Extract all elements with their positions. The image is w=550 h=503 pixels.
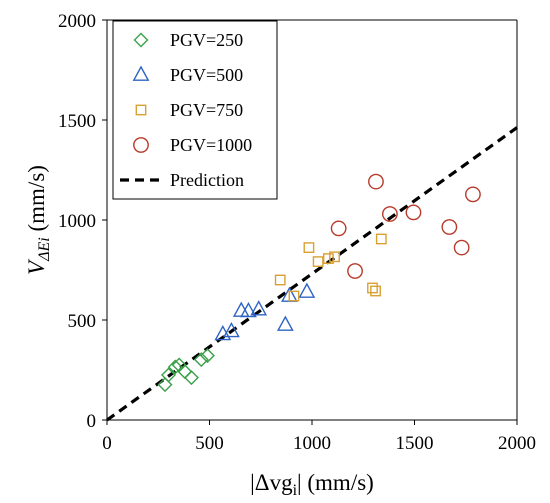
legend-symbol-0 xyxy=(133,32,149,48)
legend-symbol-3 xyxy=(133,137,149,153)
legend-label-0: PGV=250 xyxy=(170,30,243,50)
data-point-3-4 xyxy=(405,204,422,221)
data-point-1-4 xyxy=(250,300,268,316)
data-point-3-0 xyxy=(330,220,347,237)
prediction-line xyxy=(106,126,518,422)
x-tick-label-1: 500 xyxy=(195,433,224,454)
y-tick-label-0: 0 xyxy=(87,411,97,432)
data-point-1-2 xyxy=(232,301,250,317)
data-point-0-1 xyxy=(161,367,176,383)
data-point-0-6 xyxy=(193,352,209,368)
data-point-2-5 xyxy=(329,251,340,263)
data-point-1-3 xyxy=(240,301,257,318)
data-point-0-5 xyxy=(183,370,199,386)
data-point-2-7 xyxy=(370,285,381,297)
tick-labels: 0 500 1000 1500 2000 0 500 1000 1500 2000 xyxy=(58,11,536,454)
plot-layer xyxy=(106,126,518,422)
x-tick-label-2: 1000 xyxy=(293,433,331,454)
data-point-3-5 xyxy=(441,219,458,235)
data-point-3-6 xyxy=(453,239,470,256)
data-point-3-7 xyxy=(465,186,481,203)
legend-symbol-2 xyxy=(135,104,147,116)
y-axis-title: VΔEi (mm/s) xyxy=(24,165,53,275)
legend-label-4: Prediction xyxy=(170,170,244,190)
legend-label-1: PGV=500 xyxy=(170,65,243,85)
legend-symbol-1 xyxy=(132,65,150,81)
y-tick-label-1: 500 xyxy=(68,311,97,332)
x-tick-label-4: 2000 xyxy=(498,433,536,454)
legend: PGV=250 PGV=500 PGV=750 PGV=1000 Prediction xyxy=(112,20,278,200)
data-point-2-1 xyxy=(288,290,300,302)
data-point-3-1 xyxy=(347,263,363,279)
data-point-2-4 xyxy=(323,253,334,264)
legend-box xyxy=(112,20,278,200)
data-point-0-7 xyxy=(199,348,215,364)
y-tick-label-4: 2000 xyxy=(58,11,96,32)
data-point-1-1 xyxy=(223,321,240,338)
data-point-3-3 xyxy=(381,206,398,222)
data-point-2-0 xyxy=(274,274,286,286)
x-tick-label-3: 1500 xyxy=(396,433,434,454)
legend-label-3: PGV=1000 xyxy=(170,135,252,155)
data-point-1-5 xyxy=(276,315,294,331)
data-point-1-7 xyxy=(298,282,316,298)
y-tick-label-2: 1000 xyxy=(58,211,96,232)
data-point-2-3 xyxy=(312,256,324,267)
y-tick-label-3: 1500 xyxy=(58,111,96,132)
legend-label-2: PGV=750 xyxy=(170,100,243,120)
data-point-2-6 xyxy=(367,282,378,294)
data-point-3-2 xyxy=(368,173,384,190)
data-point-2-2 xyxy=(303,242,315,253)
x-tick-label-0: 0 xyxy=(102,433,112,454)
x-axis-title: |Δvgi| (mm/s) xyxy=(250,470,374,499)
data-point-2-8 xyxy=(375,233,387,245)
legend-items: PGV=250 PGV=500 PGV=750 PGV=1000 Prediction xyxy=(120,30,252,190)
data-point-0-0 xyxy=(157,377,173,393)
data-point-0-2 xyxy=(167,359,183,375)
